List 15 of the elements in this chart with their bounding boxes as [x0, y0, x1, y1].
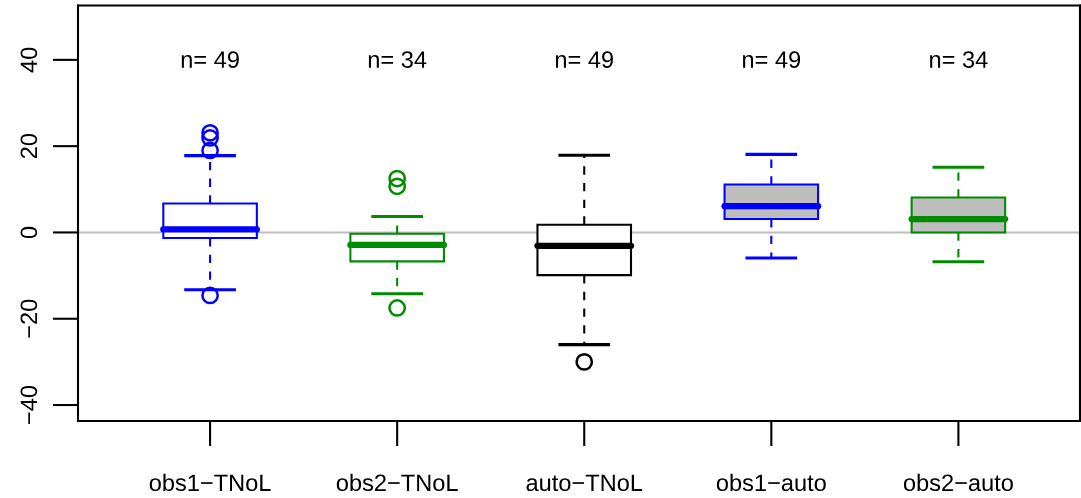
- x-tick-label: auto−TNoL: [526, 474, 643, 492]
- annotation: n= 49: [743, 51, 801, 68]
- annotation: n= 34: [368, 51, 427, 68]
- x-tick-label: obs1−TNoL: [149, 473, 271, 492]
- y-tick-label: −20: [20, 299, 38, 338]
- x-tick-label: obs2−auto: [903, 473, 1013, 492]
- annotation: n= 34: [930, 51, 988, 68]
- y-tick-label: 20: [20, 133, 38, 159]
- annotation: n= 49: [555, 51, 613, 68]
- y-tick-label: 40: [20, 47, 38, 73]
- y-tick-label: 0: [20, 226, 38, 239]
- x-tick-label: obs2−TNoL: [336, 473, 458, 492]
- y-tick-label: −40: [20, 385, 38, 424]
- x-tick-label: obs1−auto: [716, 473, 826, 492]
- annotation: n= 49: [181, 51, 239, 68]
